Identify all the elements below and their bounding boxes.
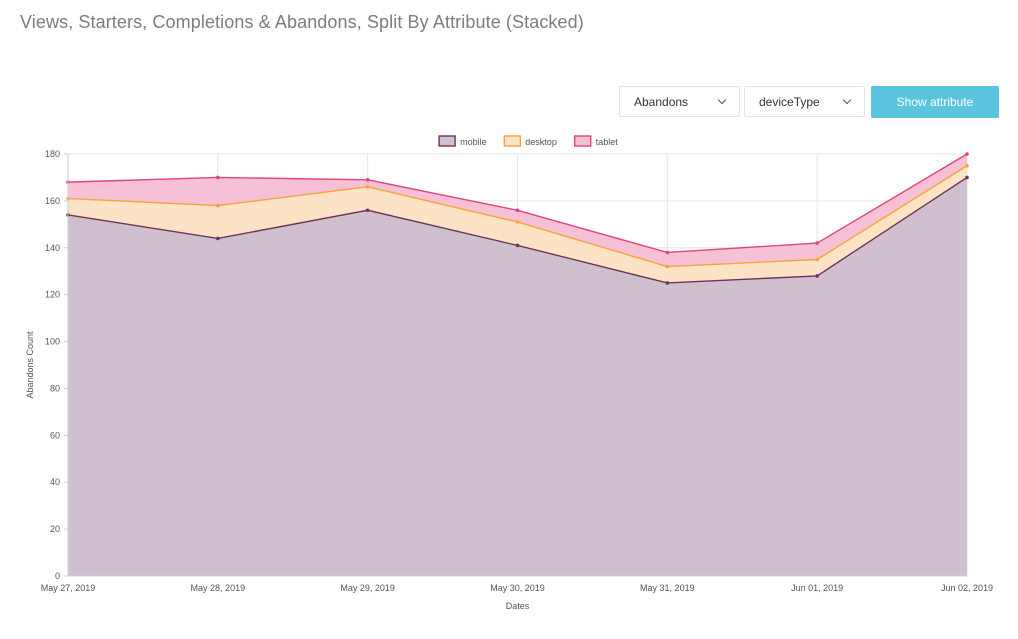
point-tablet (515, 208, 520, 213)
point-mobile (216, 236, 220, 241)
point-tablet (815, 241, 819, 245)
point-mobile (965, 175, 969, 180)
point-desktop (365, 185, 370, 189)
y-axis-title: Abandons Count (25, 331, 35, 399)
legend-label-mobile: mobile (460, 137, 487, 147)
x-tick-label: May 28, 2019 (191, 583, 246, 593)
x-tick-label: May 27, 2019 (41, 583, 96, 593)
point-desktop (515, 220, 520, 224)
x-tick-label: May 29, 2019 (340, 583, 395, 593)
y-tick-label: 20 (50, 524, 60, 534)
point-tablet (216, 175, 220, 180)
area-mobile (68, 177, 967, 576)
point-tablet (365, 177, 370, 182)
attribute-select-value: deviceType (759, 94, 820, 109)
y-tick-label: 100 (45, 337, 60, 347)
point-desktop (665, 264, 670, 269)
legend: mobile desktop tablet (438, 135, 619, 147)
show-attribute-button[interactable]: Show attribute (871, 86, 999, 118)
attribute-select[interactable]: deviceType (744, 86, 865, 117)
point-desktop (216, 203, 220, 208)
page-title: Views, Starters, Completions & Abandons,… (20, 12, 584, 32)
legend-label-desktop: desktop (525, 137, 557, 147)
x-tick-label: May 30, 2019 (490, 583, 545, 593)
chart-controls: Abandons deviceType Show attribute (619, 86, 999, 118)
y-tick-label: 180 (45, 149, 60, 159)
y-tick-label: 160 (45, 196, 60, 206)
legend-swatch-tablet (574, 135, 592, 147)
legend-swatch-desktop (503, 135, 521, 147)
point-tablet (665, 250, 670, 255)
legend-swatch-mobile (438, 135, 456, 147)
x-axis-title: Dates (506, 601, 530, 611)
y-tick-label: 60 (50, 430, 60, 440)
y-tick-label: 0 (55, 571, 60, 581)
series-areas (68, 154, 967, 576)
x-tick-label: Jun 02, 2019 (941, 583, 993, 593)
y-tick-label: 120 (45, 290, 60, 300)
metric-select-value: Abandons (634, 94, 689, 109)
point-mobile (365, 208, 370, 213)
x-tick-label: May 31, 2019 (640, 583, 695, 593)
y-tick-label: 80 (50, 383, 60, 393)
y-tick-label: 140 (45, 243, 60, 253)
y-tick-label: 40 (50, 477, 60, 487)
point-tablet (965, 152, 969, 156)
metric-select[interactable]: Abandons (619, 86, 740, 117)
series-lines (66, 152, 969, 285)
area-desktop (68, 165, 967, 283)
point-mobile (665, 281, 670, 285)
legend-label-tablet: tablet (596, 137, 619, 147)
x-tick-label: Jun 01, 2019 (791, 583, 843, 593)
point-mobile (815, 274, 819, 278)
point-desktop (815, 257, 819, 262)
point-desktop (965, 163, 969, 168)
point-mobile (515, 243, 520, 248)
